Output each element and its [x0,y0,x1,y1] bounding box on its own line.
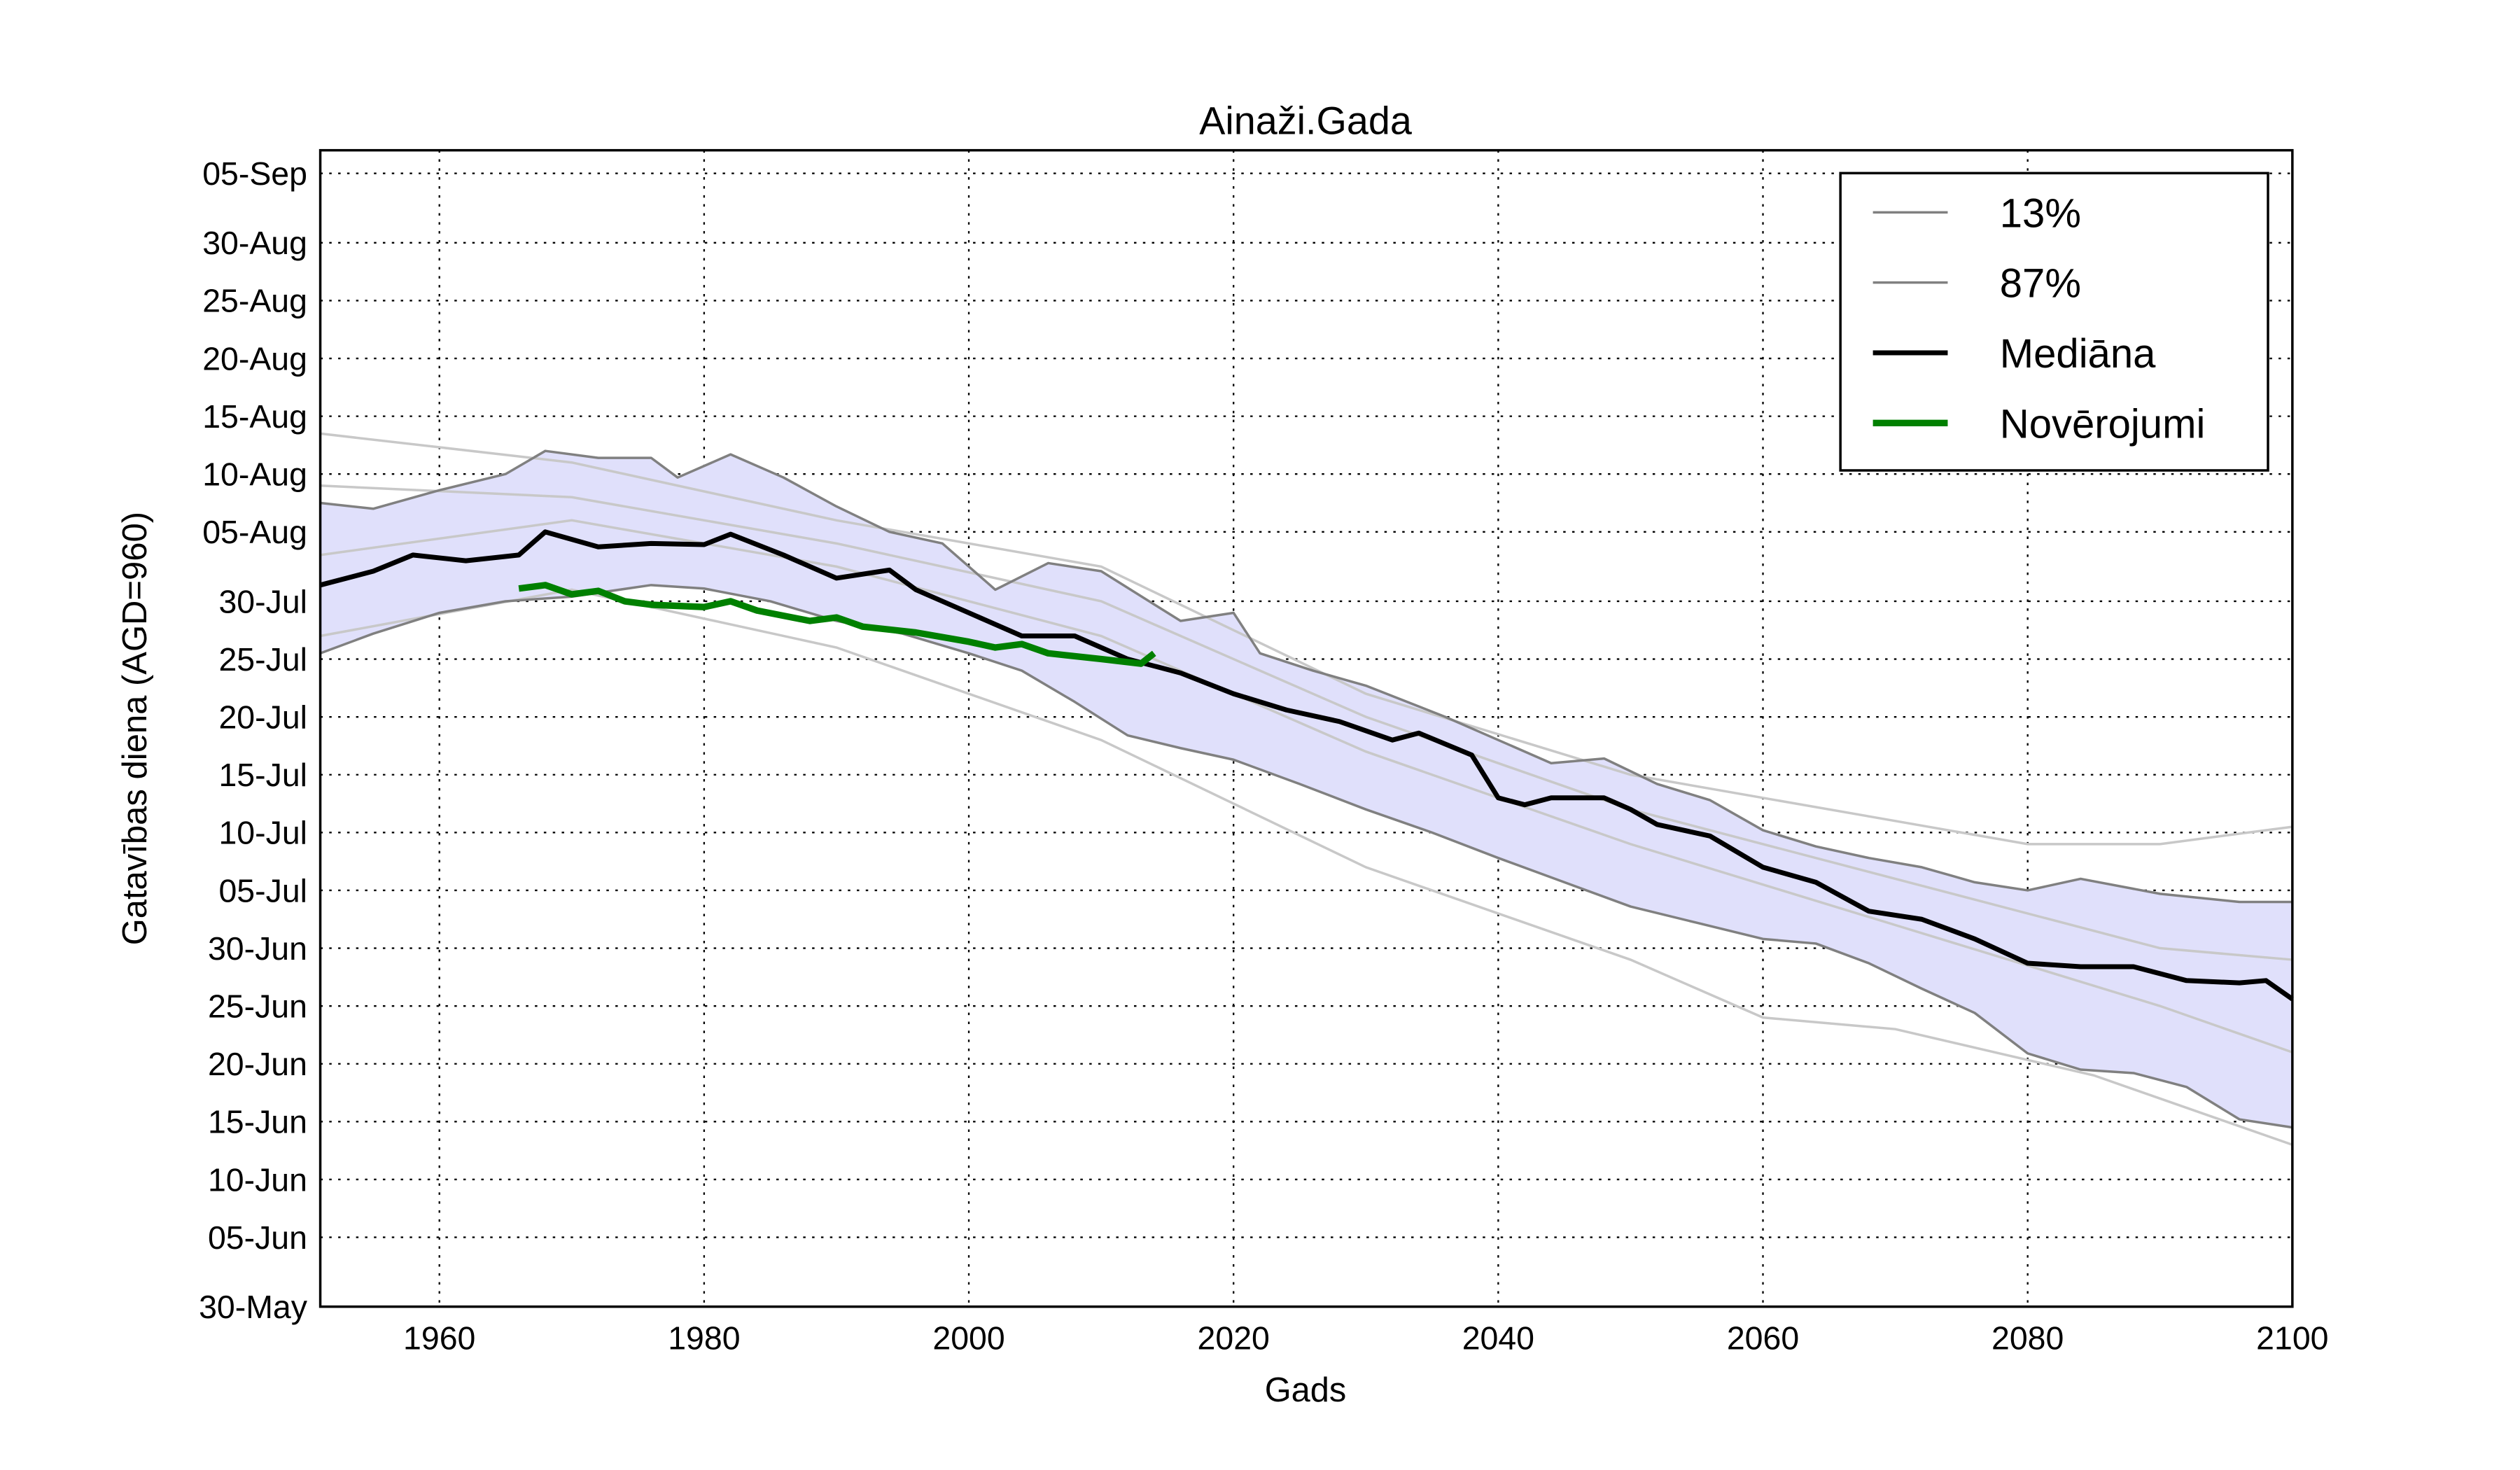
x-tick-label: 2040 [1462,1320,1534,1356]
ensemble-member-line [320,519,2293,1054]
x-tick-label: 2020 [1198,1320,1270,1356]
x-tick-label: 2080 [1991,1320,2064,1356]
y-tick-label: 25-Jul [218,641,307,678]
legend-label: 87% [2000,261,2081,307]
tick-labels: 1960 1980 2000 2020 2040 2060 2080 2100 30-May 05… [199,155,2328,1356]
x-tick-label: 1980 [668,1320,740,1356]
y-tick-label: 05-Aug [202,514,307,550]
chart-title: Ainaži.Gada [1199,98,1413,142]
x-tick-label: 1960 [403,1320,475,1356]
y-tick-label: 10-Jun [208,1161,307,1198]
ensemble-member-line [320,432,2293,846]
plot-frame [318,148,2294,1308]
ensemble-member-line [320,588,2293,1147]
y-tick-label: 30-Aug [202,225,307,261]
y-tick-label: 20-Aug [202,340,307,377]
x-axis-label: Gads [1265,1371,1347,1409]
x-tick-label: 2000 [932,1320,1004,1356]
series-line-13 [319,584,2293,1129]
legend-label: 13% [2000,190,2081,236]
y-tick-label: 25-Aug [202,283,307,319]
series-line-medina [319,529,2294,1002]
legend-label: Mediāna [2000,331,2156,377]
plot-marks [319,432,2294,1147]
y-tick-label: 15-Jul [218,757,307,793]
y-tick-label: 25-Jun [208,988,307,1024]
y-tick-label: 10-Aug [202,456,307,492]
y-tick-label: 30-Jul [218,583,307,620]
y-tick-label: 20-Jun [208,1046,307,1082]
y-tick-label: 05-Jun [208,1219,307,1256]
x-tick-label: 2060 [1727,1320,1799,1356]
y-tick-label: 05-Jul [218,872,307,909]
series-line-87 [320,449,2292,904]
y-tick-label: 15-Jun [208,1104,307,1140]
y-tick-label: 30-Jun [208,930,307,967]
ensemble-member-line [320,484,2292,961]
legend-label: Novērojumi [2000,401,2206,447]
percentile-band [320,451,2292,1128]
x-tick-label: 2100 [2256,1320,2328,1356]
y-tick-label: 05-Sep [202,155,307,192]
legend: 13% 87% Mediāna Novērojumi [1839,172,2269,472]
y-tick-label: 15-Aug [202,398,307,435]
y-tick-label: 10-Jul [218,815,307,851]
y-axis-label: Gatavības diena (AGD=960) [116,512,154,946]
y-tick-label: 30-May [199,1289,308,1325]
y-tick-label: 20-Jul [218,699,307,735]
series-line-novrojumi [518,582,1156,667]
